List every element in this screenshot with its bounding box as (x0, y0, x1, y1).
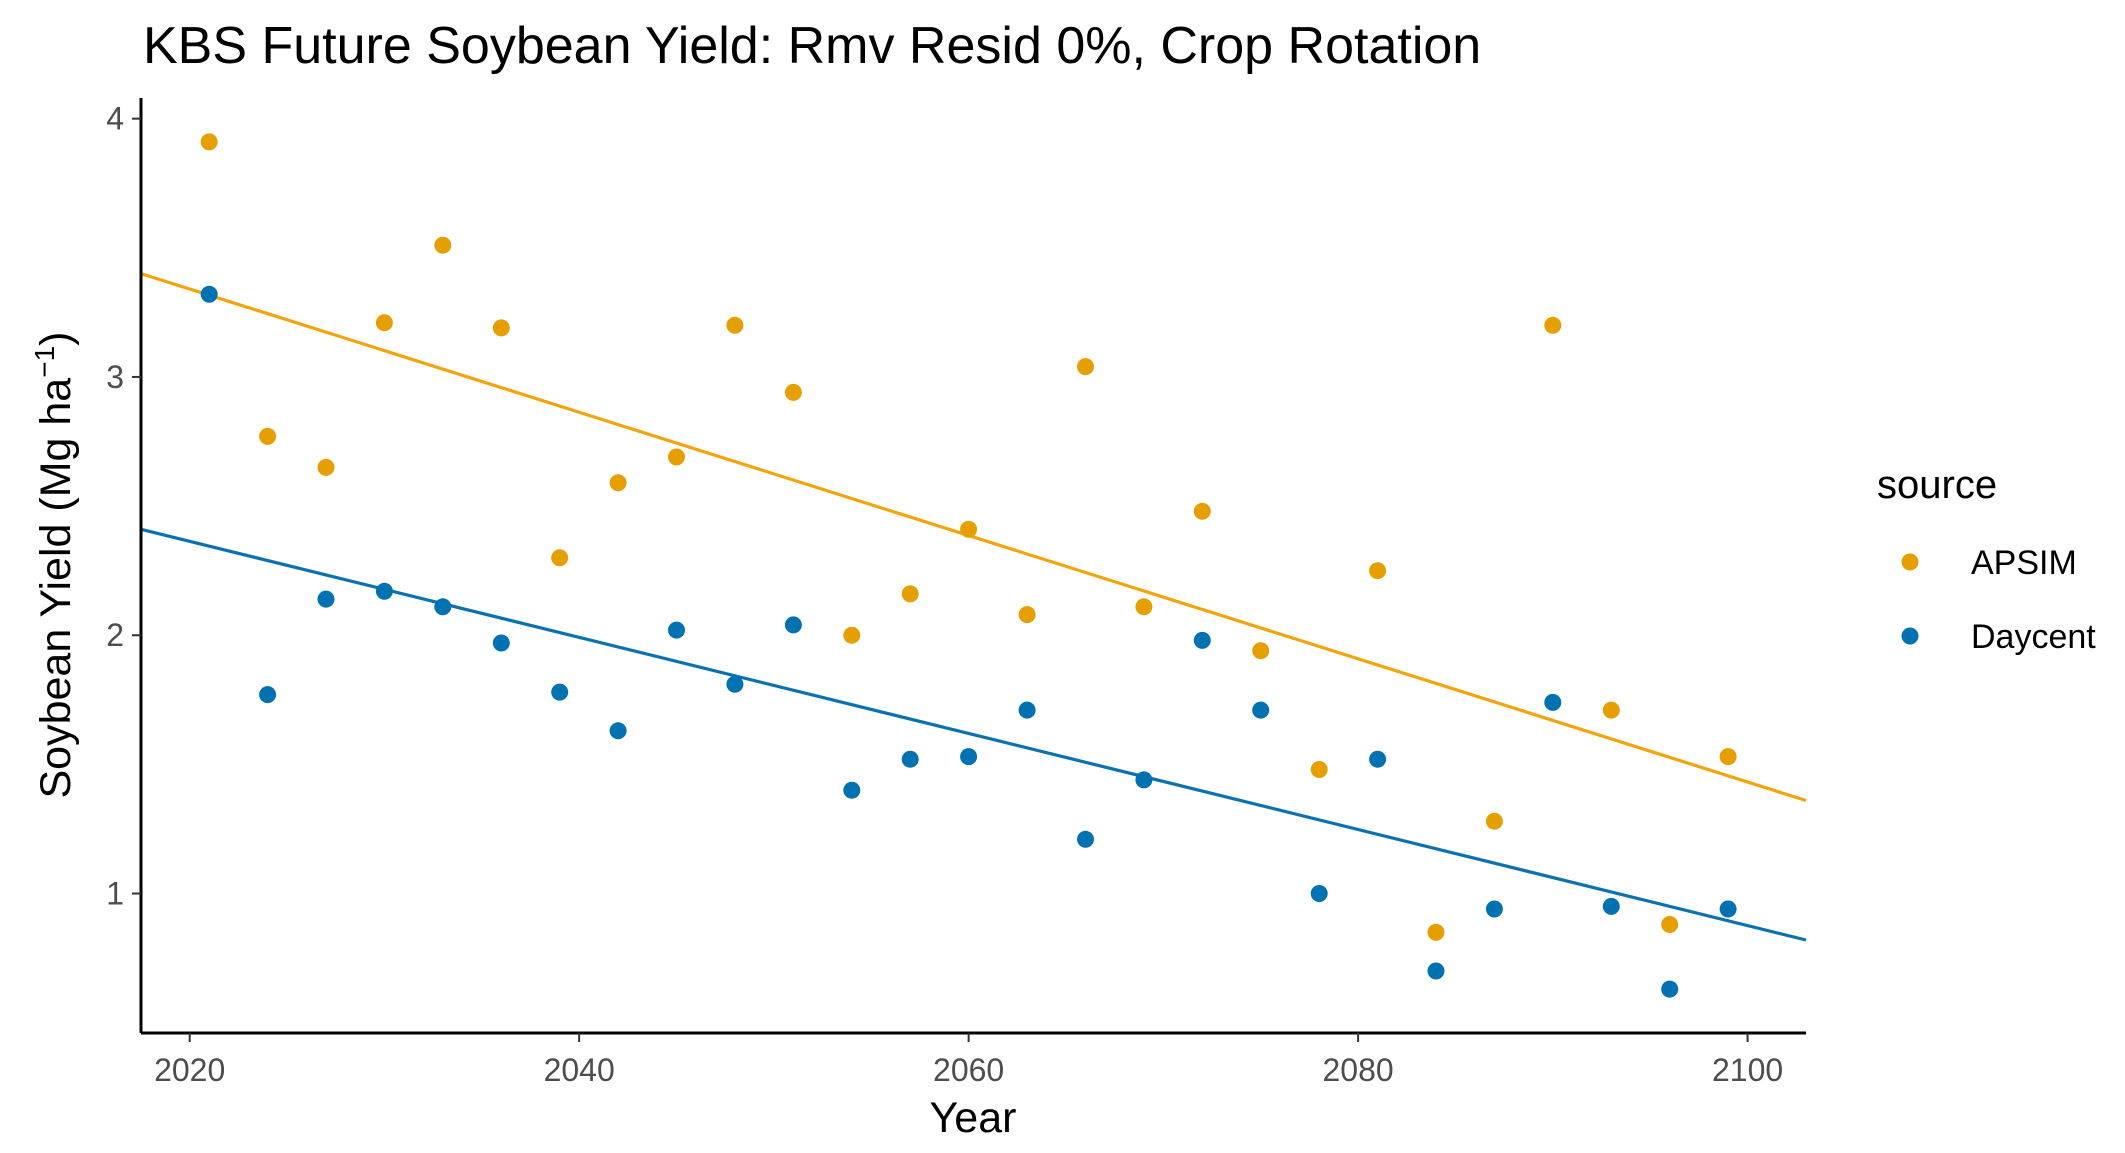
daycent-point-18 (1252, 701, 1270, 719)
daycent-point-24 (1602, 897, 1620, 915)
daycent-point-23 (1544, 693, 1562, 711)
apsim-point-13 (960, 520, 978, 538)
apsim-point-16 (1135, 598, 1153, 616)
apsim-trend-line (140, 272, 1807, 803)
daycent-point-9 (726, 675, 744, 693)
daycent-point-16 (1135, 771, 1153, 789)
x-tick-label-2100: 2100 (1712, 1052, 1783, 1088)
apsim-point-19 (1310, 761, 1328, 778)
legend: source APSIM Daycent (1877, 463, 2096, 656)
apsim-point-21 (1427, 923, 1445, 941)
apsim-point-20 (1369, 562, 1387, 580)
legend-daycent-label: Daycent (1971, 618, 2096, 656)
y-tick-label-4: 4 (106, 101, 124, 137)
y-axis-title-superscript: −1 (29, 346, 60, 378)
x-tick-label-2040: 2040 (544, 1052, 615, 1088)
apsim-point-25 (1661, 916, 1679, 933)
apsim-point-17 (1193, 502, 1211, 520)
daycent-point-22 (1485, 900, 1503, 918)
apsim-point-6 (551, 549, 569, 567)
apsim-point-4 (434, 236, 452, 254)
x-axis-title: Year (930, 1094, 1017, 1142)
apsim-point-0 (200, 133, 218, 151)
daycent-point-5 (492, 634, 510, 652)
y-tick-label-2: 2 (106, 617, 124, 653)
daycent-point-10 (784, 616, 802, 634)
legend-items: APSIM Daycent (1901, 544, 2096, 656)
apsim-point-8 (668, 448, 685, 466)
legend-apsim-marker (1901, 553, 1919, 571)
y-tick-label-1: 1 (106, 876, 124, 912)
apsim-point-18 (1252, 642, 1270, 660)
apsim-point-22 (1485, 812, 1503, 830)
y-axis-title-main: Soybean Yield (Mg ha (32, 378, 80, 799)
daycent-point-2 (317, 590, 335, 608)
apsim-point-10 (784, 383, 802, 401)
apsim-point-7 (609, 474, 627, 492)
x-tick-label-2020: 2020 (154, 1052, 225, 1088)
daycent-point-25 (1661, 980, 1679, 998)
apsim-point-1 (259, 427, 277, 445)
y-axis-title-close: ) (32, 332, 80, 346)
apsim-point-26 (1719, 748, 1737, 766)
legend-apsim-label: APSIM (1971, 544, 2077, 582)
daycent-point-14 (1018, 701, 1036, 719)
apsim-point-11 (843, 626, 861, 644)
legend-title: source (1877, 463, 1997, 507)
daycent-point-19 (1310, 885, 1328, 902)
daycent-point-26 (1719, 900, 1737, 918)
y-axis-title: Soybean Yield (Mg ha−1) (29, 332, 80, 799)
daycent-point-1 (259, 686, 277, 704)
x-axis-ticks: 2020 2040 2060 2080 2100 (154, 1033, 1783, 1088)
x-tick-label-2060: 2060 (933, 1052, 1004, 1088)
daycent-point-6 (551, 683, 569, 701)
legend-daycent-marker (1901, 627, 1919, 645)
apsim-point-5 (492, 319, 510, 337)
daycent-point-21 (1427, 962, 1445, 980)
chart-title: KBS Future Soybean Yield: Rmv Resid 0%, … (143, 17, 1481, 75)
daycent-point-17 (1193, 631, 1211, 649)
daycent-point-4 (434, 598, 452, 616)
daycent-point-12 (901, 750, 919, 768)
daycent-point-0 (200, 285, 218, 303)
apsim-point-3 (375, 314, 393, 332)
apsim-point-12 (901, 585, 919, 603)
daycent-point-13 (960, 748, 978, 766)
daycent-point-7 (609, 722, 627, 740)
daycent-point-11 (843, 781, 861, 799)
x-tick-label-2080: 2080 (1323, 1052, 1394, 1088)
daycent-trend-line (140, 527, 1807, 942)
apsim-point-23 (1544, 316, 1562, 334)
apsim-point-15 (1077, 358, 1094, 376)
daycent-point-8 (668, 621, 685, 639)
apsim-point-2 (317, 458, 335, 476)
apsim-point-9 (726, 316, 744, 334)
apsim-point-14 (1018, 606, 1036, 624)
daycent-point-20 (1369, 750, 1387, 768)
daycent-point-3 (375, 582, 393, 600)
plot-area (140, 133, 1807, 998)
y-tick-label-3: 3 (106, 359, 124, 395)
apsim-point-24 (1602, 701, 1620, 719)
y-axis-ticks: 1 2 3 4 (106, 101, 141, 912)
daycent-point-15 (1077, 830, 1094, 848)
